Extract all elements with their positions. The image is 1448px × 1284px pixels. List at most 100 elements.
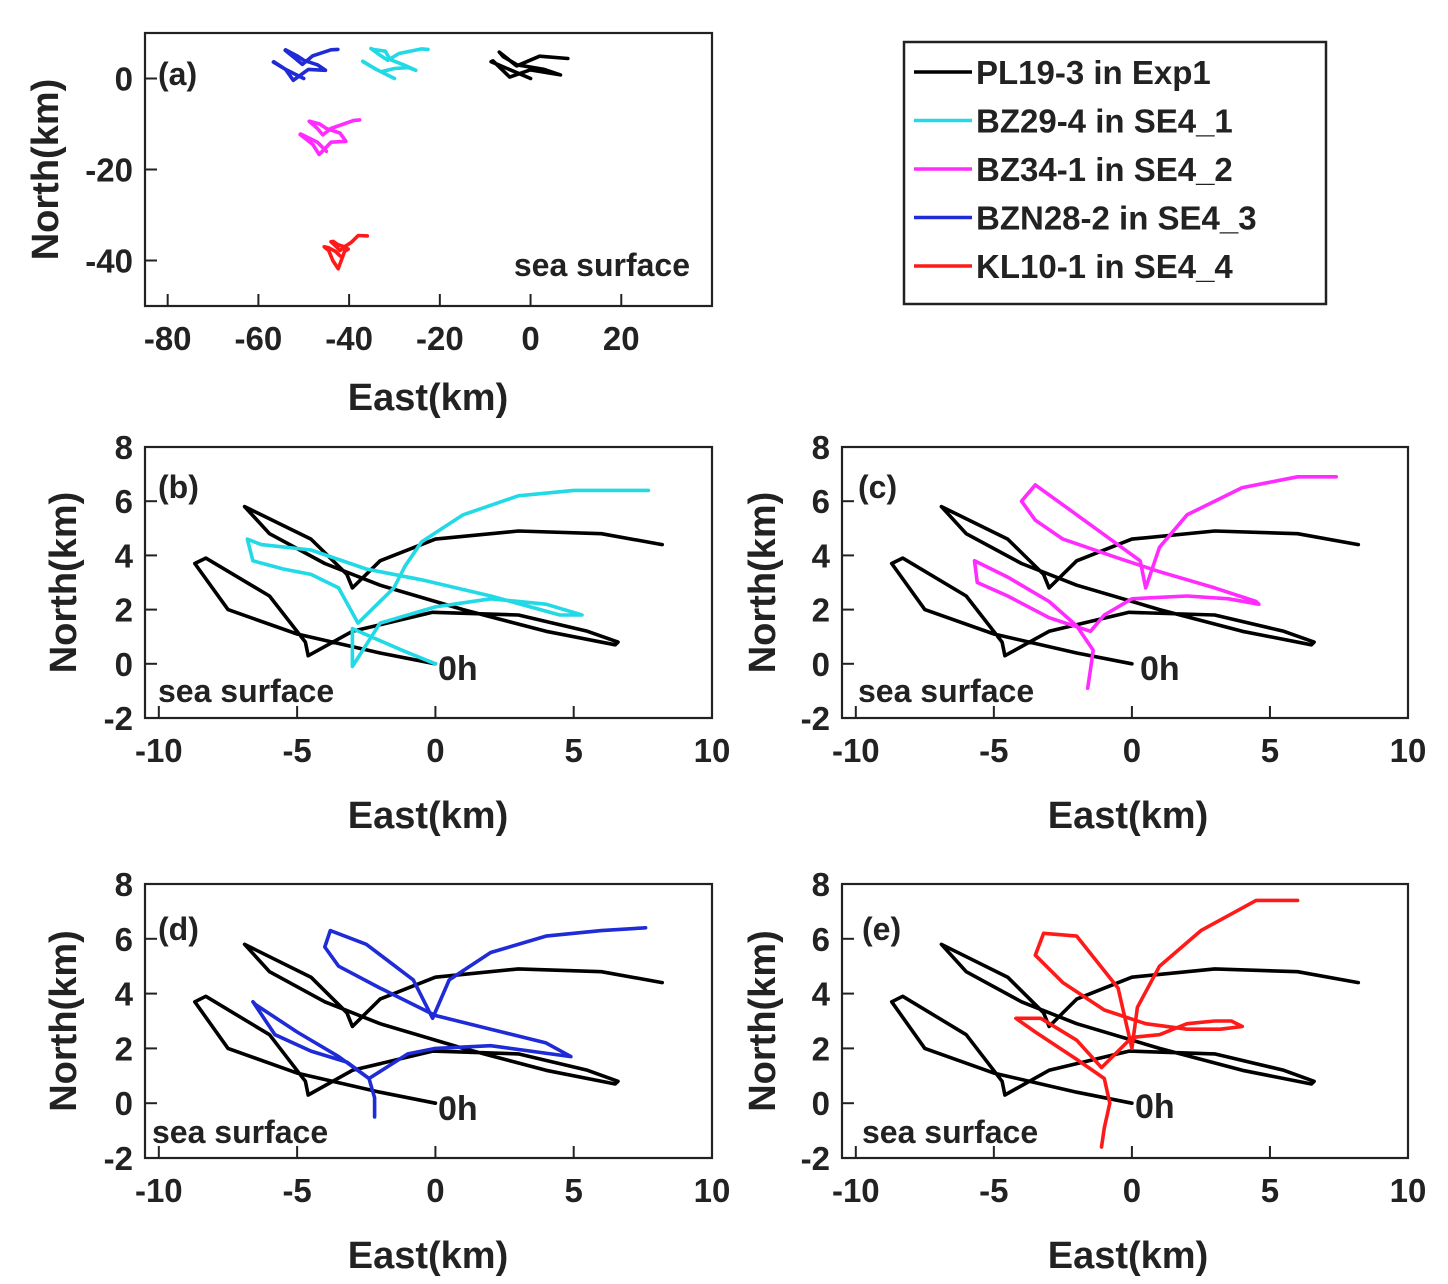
x-tick-label: 0 xyxy=(426,732,444,769)
y-tick-label: 8 xyxy=(115,429,133,466)
series-group xyxy=(193,925,665,1119)
x-tick-label: -5 xyxy=(282,732,311,769)
x-tick-label: 0 xyxy=(426,1172,444,1209)
x-tick-label: 5 xyxy=(565,1172,583,1209)
panel-label: (a) xyxy=(158,56,197,92)
series-group xyxy=(193,488,665,669)
x-tick-label: 10 xyxy=(694,732,731,769)
y-tick-label: -20 xyxy=(85,152,133,189)
y-axis-label: North(km) xyxy=(742,930,784,1112)
y-axis-label: North(km) xyxy=(43,492,85,674)
annotation-sea-surface: sea surface xyxy=(514,247,690,283)
x-tick-label: 0 xyxy=(521,320,539,357)
y-tick-label: 4 xyxy=(115,976,134,1013)
y-tick-label: 6 xyxy=(115,921,133,958)
x-tick-label: 0 xyxy=(1123,1172,1141,1209)
series-line-bzn28-2 xyxy=(251,925,648,1119)
panel-e: -10 -5 0 5 10 8 6 4 2 0 -2 East(km) North(km) (e) sea … xyxy=(742,866,1426,1277)
panel-a: -80 -60 -40 -20 0 20 0 -20 -40 East(km) North(km) (… xyxy=(25,31,714,419)
x-tick-label: 5 xyxy=(565,732,583,769)
legend-entry-label: BZ34-1 in SE4_2 xyxy=(976,151,1233,188)
series-group xyxy=(271,46,570,271)
legend-entry-label: PL19-3 in Exp1 xyxy=(976,54,1211,91)
y-tick-label: 8 xyxy=(812,866,830,903)
y-tick-label: 2 xyxy=(115,1030,133,1067)
x-tick-label: -40 xyxy=(325,320,373,357)
x-axis-label: East(km) xyxy=(1048,795,1209,837)
y-tick-label: -2 xyxy=(104,700,133,737)
y-axis-label: North(km) xyxy=(43,930,85,1112)
y-tick-label: 2 xyxy=(812,592,830,629)
x-tick-label: 5 xyxy=(1261,732,1279,769)
x-tick-label: 10 xyxy=(694,1172,731,1209)
x-tick-label: -10 xyxy=(135,732,183,769)
x-tick-label: -10 xyxy=(135,1172,183,1209)
endpoint-label: 0h xyxy=(1135,1088,1175,1126)
series-line-bz29-4 xyxy=(360,46,430,81)
series-line-pl19-3 xyxy=(889,942,1361,1105)
x-tick-label: 20 xyxy=(603,320,640,357)
series-line-pl19-3 xyxy=(193,942,665,1105)
series-line-kl10-1 xyxy=(1014,898,1300,1149)
x-tick-label: -10 xyxy=(832,1172,880,1209)
x-tick-label: -5 xyxy=(282,1172,311,1209)
series-line-bz34-1 xyxy=(298,118,362,157)
series-line-kl10-1 xyxy=(322,233,370,271)
axes-frame xyxy=(840,445,1410,720)
y-tick-label: 6 xyxy=(812,483,830,520)
x-tick-label: 10 xyxy=(1390,732,1427,769)
y-axis-label: North(km) xyxy=(25,79,67,261)
x-axis-label: East(km) xyxy=(348,377,509,419)
x-axis-label: East(km) xyxy=(1048,1235,1209,1277)
y-tick-label: 8 xyxy=(115,866,133,903)
x-tick-label: -5 xyxy=(979,732,1008,769)
y-tick-label: 0 xyxy=(812,1085,830,1122)
y-tick-label: -40 xyxy=(85,243,133,280)
x-tick-label: -80 xyxy=(144,320,192,357)
endpoint-label: 0h xyxy=(438,650,478,688)
x-tick-label: -5 xyxy=(979,1172,1008,1209)
y-tick-label: -2 xyxy=(801,1140,830,1177)
endpoint-label: 0h xyxy=(1140,650,1180,688)
panel-label: (d) xyxy=(158,911,199,947)
x-tick-label: -60 xyxy=(235,320,283,357)
y-tick-label: 6 xyxy=(115,483,133,520)
series-line-pl19-3 xyxy=(889,504,1361,666)
x-tick-label: 5 xyxy=(1261,1172,1279,1209)
series-line-pl19-3 xyxy=(193,504,665,666)
y-tick-label: 6 xyxy=(812,921,830,958)
legend-entry-label: KL10-1 in SE4_4 xyxy=(976,248,1233,285)
panel-d: -10 -5 0 5 10 8 6 4 2 0 -2 East(km) North(km) (d) sea … xyxy=(43,866,730,1277)
series-group xyxy=(889,474,1361,691)
axes-frame xyxy=(143,445,714,720)
panel-b: -10 -5 0 5 10 8 6 4 2 0 -2 East(km) North(km) (b) sea … xyxy=(43,429,730,837)
series-line-pl19-3 xyxy=(489,50,570,81)
panel-c: -10 -5 0 5 10 8 6 4 2 0 -2 East(km) North(km) (c) sea … xyxy=(742,429,1426,837)
endpoint-label: 0h xyxy=(438,1090,478,1128)
panel-label: (b) xyxy=(158,469,199,505)
y-tick-label: 4 xyxy=(812,976,831,1013)
x-tick-label: -10 xyxy=(832,732,880,769)
y-tick-label: 4 xyxy=(812,537,831,574)
y-tick-label: 0 xyxy=(115,1085,133,1122)
y-tick-label: 4 xyxy=(115,537,134,574)
y-tick-label: 2 xyxy=(812,1030,830,1067)
annotation-sea-surface: sea surface xyxy=(858,673,1034,709)
y-tick-label: 8 xyxy=(812,429,830,466)
legend-entry-label: BZN28-2 in SE4_3 xyxy=(976,200,1257,237)
legend-frame xyxy=(902,40,1328,306)
y-axis-label: North(km) xyxy=(742,492,784,674)
annotation-sea-surface: sea surface xyxy=(862,1114,1038,1150)
x-tick-label: -20 xyxy=(416,320,464,357)
x-axis-label: East(km) xyxy=(348,795,509,837)
y-tick-label: 0 xyxy=(812,646,830,683)
legend-entry-label: BZ29-4 in SE4_1 xyxy=(976,103,1233,140)
x-tick-label: 0 xyxy=(1123,732,1141,769)
y-tick-label: 0 xyxy=(115,646,133,683)
panel-label: (c) xyxy=(858,469,897,505)
series-group xyxy=(889,898,1361,1149)
y-tick-label: 2 xyxy=(115,592,133,629)
legend: PL19-3 in Exp1 BZ29-4 in SE4_1 BZ34-1 in S… xyxy=(902,40,1328,306)
y-tick-label: -2 xyxy=(801,700,830,737)
